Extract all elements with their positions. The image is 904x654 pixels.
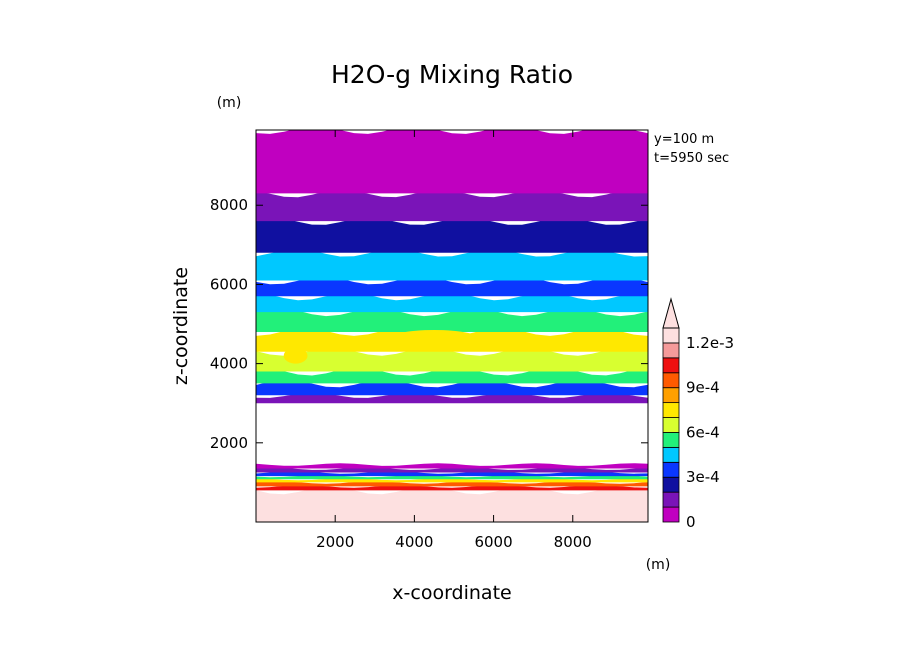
contour-band xyxy=(256,292,648,313)
colorbar-box xyxy=(662,461,680,478)
y-tick-label: 2000 xyxy=(210,434,248,452)
colorbar-label: 1.2e-3 xyxy=(686,334,734,352)
colorbar-label: 9e-4 xyxy=(686,379,720,397)
x-tick-label: 4000 xyxy=(395,533,433,551)
colorbar-label: 3e-4 xyxy=(686,468,720,486)
contour-band xyxy=(256,189,648,222)
x-tick-label: 2000 xyxy=(316,533,354,551)
contour-band xyxy=(256,248,648,281)
colorbar-box xyxy=(662,432,680,448)
x-unit-label: (m) xyxy=(646,557,671,573)
contour-band xyxy=(256,471,648,477)
info-line-t: t=5950 sec xyxy=(654,151,729,166)
contour-band xyxy=(256,308,648,332)
contour-bands xyxy=(256,130,648,522)
x-tick-label: 6000 xyxy=(474,533,512,551)
contour-band xyxy=(256,392,648,404)
colorbar-box xyxy=(662,506,680,523)
info-line-y: y=100 m xyxy=(654,132,714,147)
colorbar-label: 6e-4 xyxy=(686,423,720,441)
plot-frame xyxy=(255,129,649,523)
y-unit-label: (m) xyxy=(217,95,242,111)
y-tick-label: 8000 xyxy=(210,196,248,214)
colorbar-box xyxy=(662,402,680,418)
colorbar-box xyxy=(662,372,680,389)
colorbar-boxes xyxy=(662,327,680,523)
colorbar-box xyxy=(662,446,680,463)
plot-area xyxy=(256,130,648,522)
colorbar-box xyxy=(662,476,680,493)
colorbar-box xyxy=(662,491,680,508)
colorbar-box xyxy=(662,357,680,374)
colorbar-box xyxy=(662,387,680,404)
colorbar-box xyxy=(662,342,680,359)
y-axis: 2000 4000 6000 8000 xyxy=(210,196,648,452)
contour-band xyxy=(256,347,648,372)
contour-core xyxy=(283,347,308,364)
colorbar-label: 0 xyxy=(686,513,696,531)
colorbar: 0 3e-4 6e-4 9e-4 1.2e-3 xyxy=(662,297,734,531)
contour-band xyxy=(256,486,648,522)
y-tick-label: 6000 xyxy=(210,275,248,293)
x-axis-label: x-coordinate xyxy=(392,582,511,604)
contour-cores xyxy=(283,329,482,364)
x-axis: 2000 4000 6000 8000 xyxy=(316,130,592,551)
x-tick-label: 8000 xyxy=(554,533,592,551)
contour-band xyxy=(256,367,648,384)
contour-band xyxy=(256,475,648,480)
colorbar-arrow xyxy=(662,297,680,329)
contour-band xyxy=(256,481,648,487)
colorbar-box xyxy=(662,327,680,344)
contour-core xyxy=(386,329,482,350)
contour-band xyxy=(256,130,648,194)
contour-band xyxy=(256,463,648,469)
y-tick-label: 4000 xyxy=(210,355,248,373)
chart-title: H2O-g Mixing Ratio xyxy=(331,60,573,89)
colorbar-labels: 0 3e-4 6e-4 9e-4 1.2e-3 xyxy=(686,334,734,531)
contour-band xyxy=(256,485,648,491)
contour-band xyxy=(256,478,648,483)
y-axis-label: z-coordinate xyxy=(170,267,192,385)
colorbar-box xyxy=(662,417,680,433)
contour-band xyxy=(256,379,648,396)
contour-band xyxy=(256,217,648,253)
contour-band xyxy=(256,276,648,297)
